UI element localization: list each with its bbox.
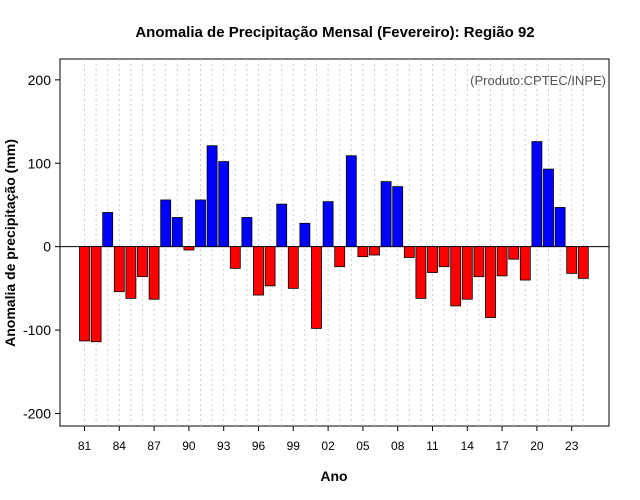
bar-2017 <box>496 246 508 277</box>
bar-2012 <box>438 246 450 268</box>
x-tick-label: 17 <box>495 439 509 453</box>
bar-2016 <box>485 246 496 318</box>
bar-1997 <box>264 246 276 287</box>
bar-2015 <box>473 246 485 278</box>
bar-2022 <box>554 207 566 248</box>
y-tick-label: 100 <box>28 155 52 171</box>
bar-2003 <box>334 246 346 268</box>
x-tick-label: 93 <box>217 439 231 453</box>
source-label: (Produto:CPTEC/INPE) <box>470 73 606 88</box>
bar-2004 <box>345 155 357 248</box>
x-tick-label: 02 <box>321 439 335 453</box>
y-tick-label: 0 <box>43 239 51 255</box>
bar-2002 <box>322 201 334 248</box>
bar-1986 <box>137 246 148 278</box>
bar-2019 <box>519 246 531 281</box>
bar-1985 <box>125 246 137 299</box>
bar-1995 <box>241 217 253 248</box>
bar-2000 <box>299 222 311 248</box>
bar-1984 <box>113 246 125 293</box>
x-axis: 81 84 87 90 93 96 99 02 05 08 11 14 17 20 23 <box>78 426 579 453</box>
bar-2014 <box>461 246 473 300</box>
bar-1994 <box>229 246 241 269</box>
bar-1993 <box>218 161 230 248</box>
bar-1990 <box>183 246 195 251</box>
bar-2011 <box>427 246 438 273</box>
x-tick-label: 11 <box>426 439 439 453</box>
plot-frame <box>59 58 610 427</box>
bar-2007 <box>380 181 392 248</box>
bar-1996 <box>253 246 264 296</box>
y-axis: -200 -100 0 100 200 <box>23 72 60 421</box>
bar-2001 <box>311 246 322 329</box>
bar-1991 <box>195 199 206 248</box>
bar-1987 <box>148 246 160 300</box>
bar-1983 <box>102 212 114 248</box>
bar-2010 <box>415 246 427 299</box>
x-tick-label: 23 <box>565 439 579 453</box>
bar-1992 <box>206 145 218 248</box>
y-tick-label: 200 <box>28 72 52 88</box>
y-tick-label: -200 <box>23 405 51 421</box>
x-axis-label: Ano <box>320 468 347 484</box>
bar-1982 <box>90 246 102 343</box>
bar-2008 <box>392 186 404 248</box>
bar-1981 <box>79 246 90 342</box>
x-tick-label: 90 <box>182 439 196 453</box>
bar-2018 <box>508 246 520 260</box>
x-tick-label: 99 <box>287 439 301 453</box>
x-tick-label: 96 <box>252 439 266 453</box>
bar-1988 <box>160 199 172 248</box>
x-tick-label: 20 <box>530 439 544 453</box>
bar-1989 <box>171 217 183 248</box>
x-tick-label: 08 <box>391 439 405 453</box>
bars <box>79 141 589 343</box>
y-tick-label: -100 <box>23 322 51 338</box>
x-tick-label: 05 <box>356 439 370 453</box>
gridlines <box>84 59 584 426</box>
x-tick-label: 87 <box>147 439 161 453</box>
x-tick-label: 81 <box>78 439 92 453</box>
bar-2009 <box>403 246 415 258</box>
x-tick-label: 14 <box>461 439 475 453</box>
bar-2021 <box>543 168 554 248</box>
chart-title: Anomalia de Precipitação Mensal (Feverei… <box>135 24 534 41</box>
bar-2005 <box>357 246 369 258</box>
bar-2023 <box>566 246 578 274</box>
x-tick-label: 84 <box>113 439 127 453</box>
bar-2006 <box>369 246 380 256</box>
bar-2024 <box>577 246 589 279</box>
bar-1998 <box>276 203 288 248</box>
bar-2020 <box>531 141 543 248</box>
bar-1999 <box>287 246 299 289</box>
bar-2013 <box>450 246 462 307</box>
y-axis-label: Anomalia de precipitação (mm) <box>2 139 18 347</box>
